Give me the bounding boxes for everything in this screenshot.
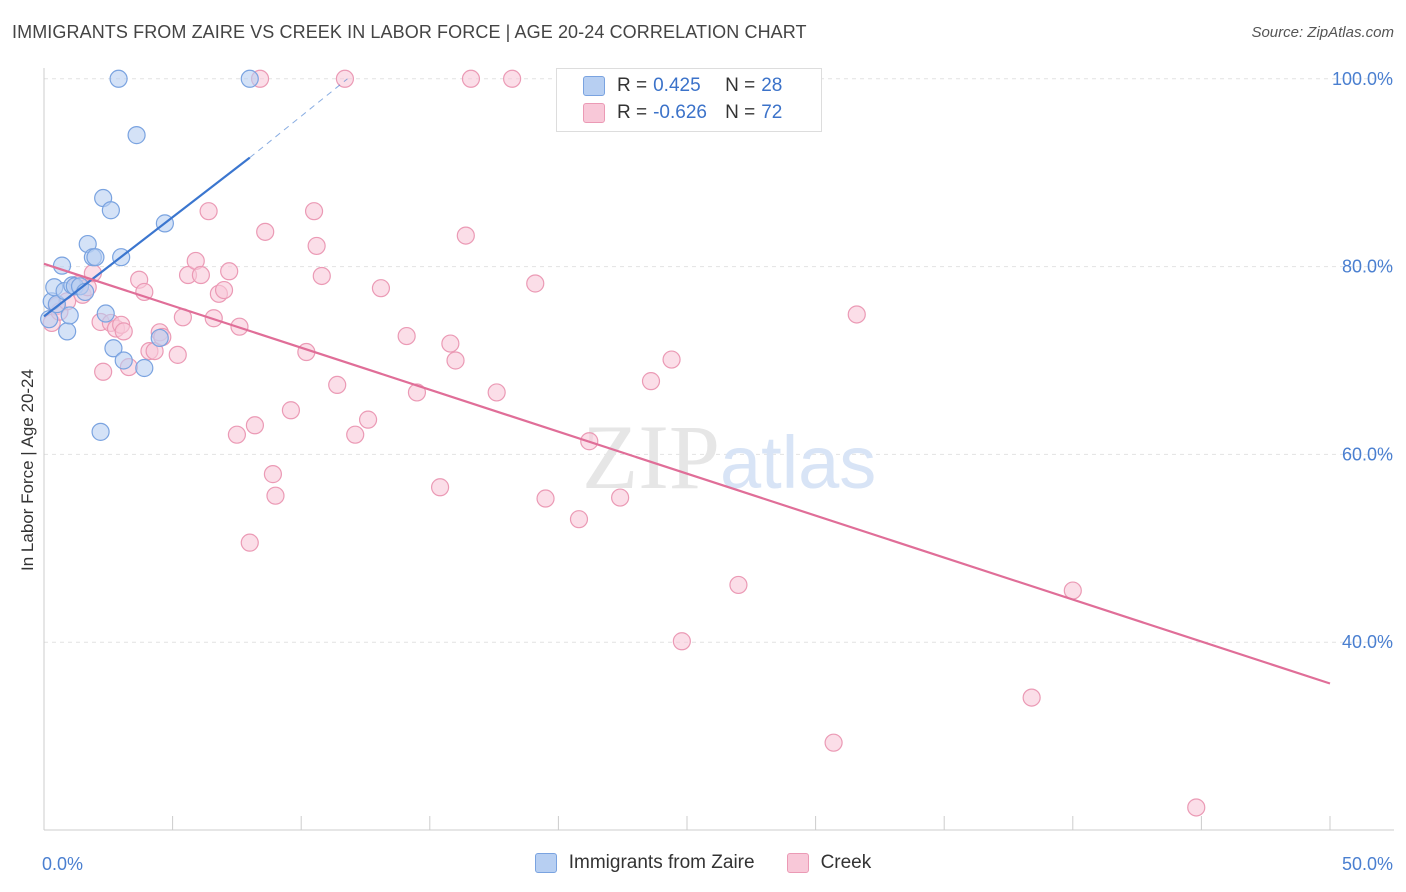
zaire-point bbox=[109, 69, 128, 88]
zaire-trend-extension bbox=[249, 78, 348, 159]
creek-point bbox=[199, 202, 218, 221]
creek-point bbox=[441, 334, 460, 353]
creek-point bbox=[358, 410, 378, 429]
r-value: -0.626 bbox=[653, 102, 707, 123]
n-label: N = bbox=[725, 75, 756, 96]
creek-point bbox=[430, 478, 450, 497]
creek-point bbox=[304, 202, 324, 221]
creek-point bbox=[114, 322, 133, 341]
creek-point bbox=[191, 265, 210, 285]
zaire-point bbox=[150, 328, 169, 348]
n-label: N = bbox=[725, 102, 756, 123]
zaire-point bbox=[96, 304, 115, 323]
legend-item-zaire[interactable]: Immigrants from Zaire bbox=[534, 852, 755, 874]
series-legend: Immigrants from Zaire Creek bbox=[0, 852, 1406, 874]
creek-point bbox=[641, 372, 661, 391]
creek-point bbox=[456, 226, 475, 245]
tick-labels: 40.0% 60.0% 80.0% 100.0% 0.0% 50.0% bbox=[42, 69, 1393, 874]
creek-point bbox=[536, 489, 555, 508]
creek-point bbox=[256, 222, 275, 241]
creek-point bbox=[611, 488, 630, 507]
creek-point bbox=[307, 236, 326, 256]
zaire-point bbox=[135, 358, 154, 378]
zaire-swatch bbox=[583, 76, 605, 96]
zaire-point bbox=[86, 248, 105, 267]
legend-label: Creek bbox=[820, 852, 872, 873]
creek-point bbox=[263, 465, 283, 484]
creek-point bbox=[1022, 688, 1041, 707]
creek-point bbox=[346, 425, 365, 444]
creek-point bbox=[240, 533, 259, 552]
creek-point bbox=[461, 69, 481, 88]
creek-point bbox=[662, 350, 681, 369]
zaire-point bbox=[104, 339, 123, 358]
chart-title: IMMIGRANTS FROM ZAIRE VS CREEK IN LABOR … bbox=[12, 22, 807, 42]
creek-point bbox=[245, 416, 265, 435]
zaire-point bbox=[101, 201, 120, 220]
zaire-point bbox=[240, 69, 259, 88]
creek-swatch bbox=[786, 853, 809, 873]
creek-point bbox=[487, 383, 506, 402]
legend-row-creek: R = -0.626 N = 72 bbox=[583, 100, 782, 126]
n-value: 28 bbox=[761, 75, 783, 96]
legend-item-creek[interactable]: Creek bbox=[786, 852, 872, 874]
creek-point bbox=[847, 305, 866, 324]
zaire-point bbox=[114, 351, 133, 370]
legend-label: Immigrants from Zaire bbox=[568, 852, 755, 873]
zaire-point bbox=[91, 422, 110, 441]
zaire-point bbox=[58, 322, 77, 341]
creek-point bbox=[227, 425, 246, 444]
grid-lines bbox=[44, 78, 1394, 643]
axes bbox=[43, 68, 1394, 831]
creek-point bbox=[371, 279, 391, 298]
creek-swatch bbox=[583, 103, 605, 123]
creek-point bbox=[220, 262, 239, 281]
source-label: Source: ZipAtlas.com bbox=[1251, 24, 1394, 41]
correlation-legend: R = 0.425 N = 28 R = -0.626 N = 72 bbox=[556, 68, 822, 132]
creek-point bbox=[335, 69, 355, 88]
trend-lines bbox=[43, 78, 1331, 685]
creek-point bbox=[526, 274, 545, 293]
creek-point bbox=[281, 401, 301, 420]
zaire-swatch bbox=[534, 853, 557, 873]
creek-point bbox=[446, 351, 465, 370]
r-label: R = bbox=[617, 102, 648, 123]
r-label: R = bbox=[617, 75, 648, 96]
zaire-trend-line bbox=[43, 156, 251, 318]
creek-point bbox=[312, 266, 331, 286]
zaire-point bbox=[60, 306, 79, 325]
legend-row-zaire: R = 0.425 N = 28 bbox=[583, 73, 782, 99]
creek-point bbox=[729, 575, 748, 595]
creek-point bbox=[214, 280, 234, 300]
creek-point bbox=[407, 383, 427, 402]
y-tick-label: 60.0% bbox=[1342, 444, 1393, 464]
creek-point bbox=[824, 733, 843, 752]
creek-point bbox=[503, 69, 522, 88]
creek-point bbox=[266, 486, 285, 505]
x-tick-label: 0.0% bbox=[42, 854, 83, 874]
creek-point bbox=[672, 632, 691, 651]
creek-point bbox=[569, 510, 589, 529]
y-tick-label: 80.0% bbox=[1342, 257, 1393, 277]
creek-trend-line bbox=[43, 262, 1331, 685]
watermark-zip: ZIP bbox=[582, 406, 720, 508]
y-tick-label: 40.0% bbox=[1342, 632, 1393, 652]
creek-point bbox=[1187, 798, 1206, 817]
y-tick-label: 100.0% bbox=[1332, 69, 1393, 89]
creek-point bbox=[328, 375, 347, 395]
r-value: 0.425 bbox=[653, 75, 701, 96]
zaire-point bbox=[127, 126, 146, 145]
creek-point bbox=[94, 362, 113, 381]
watermark-atlas: atlas bbox=[720, 421, 876, 504]
creek-point bbox=[397, 326, 416, 346]
n-value: 72 bbox=[761, 102, 783, 123]
x-tick-label: 50.0% bbox=[1342, 854, 1393, 874]
data-points bbox=[40, 69, 1206, 817]
creek-point bbox=[168, 345, 187, 364]
